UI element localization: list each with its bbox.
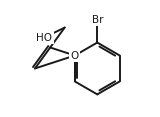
Text: O: O — [71, 51, 79, 60]
Text: HO: HO — [36, 33, 52, 43]
Text: Br: Br — [92, 15, 103, 25]
